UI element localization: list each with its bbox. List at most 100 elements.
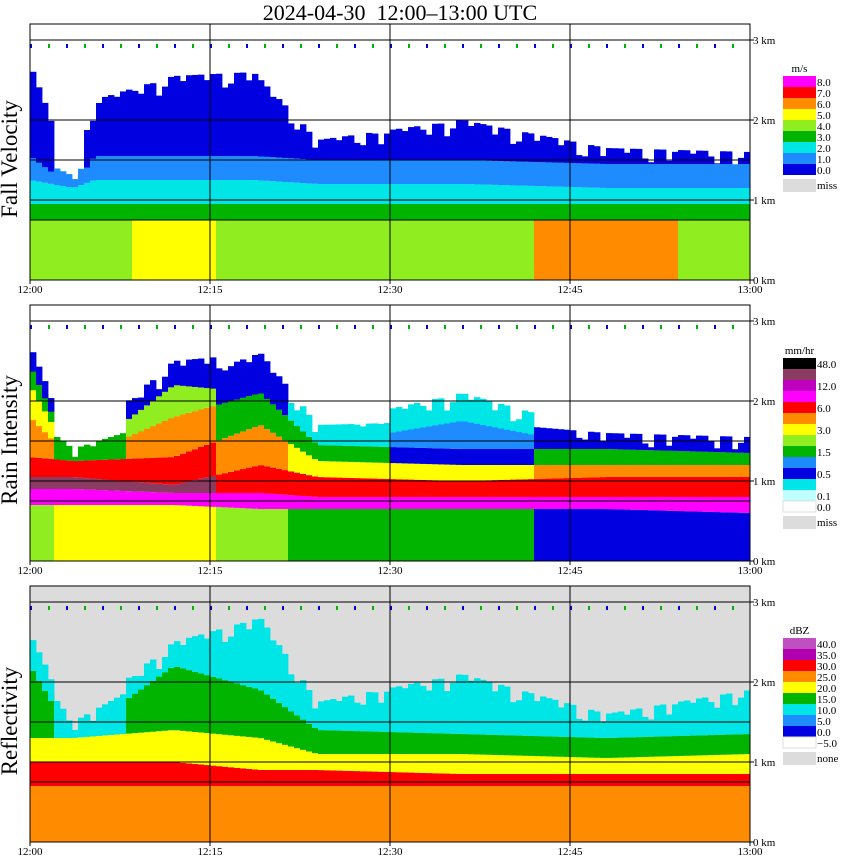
heatmap-column	[384, 133, 391, 280]
heatmap-cell	[126, 481, 133, 492]
heatmap-cell	[624, 786, 631, 842]
heatmap-column	[72, 456, 79, 561]
heatmap-cell	[384, 509, 391, 561]
heatmap-cell	[486, 786, 493, 842]
heatmap-cell	[252, 204, 259, 220]
heatmap-cell	[318, 770, 325, 786]
heatmap-cell	[744, 151, 751, 164]
heatmap-column	[228, 606, 235, 842]
heatmap-cell	[408, 497, 415, 509]
heatmap-column	[78, 717, 85, 842]
heatmap-cell	[672, 756, 679, 774]
heatmap-cell	[732, 204, 739, 220]
heatmap-cell	[366, 132, 373, 160]
heatmap-column	[414, 682, 421, 842]
heatmap-cell	[432, 204, 439, 220]
heatmap-cell	[150, 380, 157, 401]
heatmap-cell	[252, 786, 259, 842]
heatmap-cell	[636, 737, 643, 758]
heatmap-cell	[306, 786, 313, 842]
heatmap-cell	[180, 381, 187, 415]
xtick-label: 12:15	[197, 565, 223, 577]
heatmap-cell	[468, 184, 475, 204]
xtick-label: 12:30	[377, 284, 403, 296]
heatmap-cell	[48, 165, 55, 184]
heatmap-cell	[444, 480, 451, 497]
heatmap-cell	[240, 622, 247, 686]
heatmap-cell	[78, 446, 85, 461]
heatmap-cell	[558, 204, 565, 220]
heatmap-cell	[54, 786, 61, 842]
top-echo	[732, 44, 734, 48]
heatmap-cell	[108, 735, 115, 762]
heatmap-cell	[186, 763, 193, 786]
heatmap-cell	[630, 204, 637, 220]
top-echo	[336, 44, 338, 48]
heatmap-cell	[222, 402, 229, 439]
heatmap-cell	[216, 766, 223, 786]
heatmap-cell	[306, 690, 313, 724]
heatmap-cell	[210, 733, 217, 766]
heatmap-cell	[366, 786, 373, 842]
heatmap-cell	[528, 412, 535, 435]
heatmap-cell	[168, 363, 175, 388]
heatmap-cell	[228, 681, 235, 736]
heatmap-cell	[690, 438, 697, 452]
heatmap-cell	[390, 772, 397, 786]
heatmap-cell	[222, 220, 229, 280]
heatmap-cell	[156, 731, 163, 762]
heatmap-cell	[36, 457, 43, 477]
legend-swatch	[783, 142, 816, 153]
top-echo	[480, 325, 482, 329]
heatmap-cell	[510, 509, 517, 561]
heatmap-cell	[240, 397, 247, 432]
top-echo	[30, 325, 32, 329]
heatmap-cell	[360, 509, 367, 561]
heatmap-cell	[84, 762, 91, 786]
heatmap-cell	[516, 497, 523, 509]
heatmap-cell	[168, 220, 175, 280]
heatmap-column	[174, 325, 181, 561]
heatmap-cell	[228, 435, 235, 472]
heatmap-cell	[432, 123, 439, 160]
heatmap-cell	[522, 161, 529, 186]
heatmap-column	[678, 606, 685, 842]
heatmap-cell	[708, 204, 715, 220]
heatmap-cell	[378, 423, 385, 447]
heatmap-cell	[120, 505, 127, 561]
heatmap-cell	[516, 735, 523, 756]
legend-swatch	[783, 413, 816, 424]
top-echo	[570, 606, 572, 610]
heatmap-cell	[516, 204, 523, 220]
heatmap-cell	[132, 676, 139, 694]
heatmap-column	[312, 432, 319, 561]
top-echo	[624, 325, 626, 329]
heatmap-column	[420, 685, 427, 842]
legend-label: 1.0	[817, 154, 831, 166]
heatmap-cell	[498, 479, 505, 497]
heatmap-cell	[204, 786, 211, 842]
legend-label: 12.0	[817, 381, 837, 393]
heatmap-column	[582, 156, 589, 280]
heatmap-cell	[738, 477, 745, 497]
heatmap-cell	[210, 406, 217, 443]
heatmap-cell	[60, 186, 67, 204]
heatmap-cell	[726, 754, 733, 774]
top-echo	[264, 606, 266, 610]
heatmap-cell	[252, 508, 259, 561]
top-echo	[678, 606, 680, 610]
heatmap-cell	[324, 184, 331, 204]
heatmap-column	[282, 606, 289, 842]
legend-swatch	[783, 369, 816, 380]
heatmap-cell	[276, 220, 283, 280]
heatmap-cell	[162, 204, 169, 220]
heatmap-cell	[282, 157, 289, 182]
heatmap-cell	[612, 204, 619, 220]
top-echo	[696, 325, 698, 329]
heatmap-cell	[108, 180, 115, 204]
top-echo	[696, 606, 698, 610]
heatmap-cell	[714, 465, 721, 477]
heatmap-cell	[618, 164, 625, 188]
heatmap-cell	[276, 702, 283, 744]
heatmap-column	[462, 44, 469, 280]
